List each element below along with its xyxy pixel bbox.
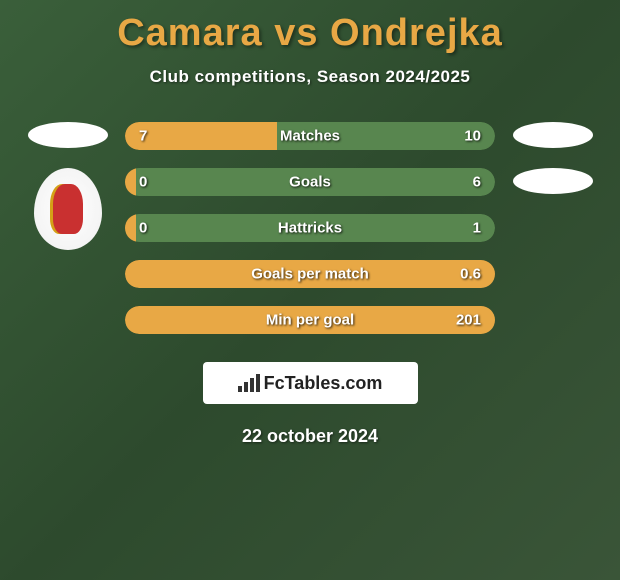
stat-left-value: 7: [139, 128, 147, 145]
stat-right-value: 1: [473, 220, 481, 237]
stat-label: Goals: [289, 174, 331, 191]
brand-text: FcTables.com: [264, 373, 383, 394]
bar-left-fill: [125, 168, 136, 196]
right-player-badges: [505, 122, 600, 194]
stat-left-value: 0: [139, 174, 147, 191]
subtitle: Club competitions, Season 2024/2025: [0, 67, 620, 87]
stat-label: Matches: [280, 128, 340, 145]
player-left-club-crest: [34, 168, 102, 250]
bar-chart-icon: [238, 374, 260, 392]
page-title: Camara vs Ondrejka: [0, 0, 620, 55]
stat-label: Goals per match: [251, 266, 369, 283]
stat-right-value: 10: [464, 128, 481, 145]
stat-bar-hattricks: 0 Hattricks 1: [125, 214, 495, 242]
stat-bar-min-per-goal: Min per goal 201: [125, 306, 495, 334]
stat-bars: 7 Matches 10 0 Goals 6 0 Hattricks 1 Goa…: [125, 122, 495, 334]
stat-label: Min per goal: [266, 312, 354, 329]
brand-badge: FcTables.com: [203, 362, 418, 404]
player-right-club-oval: [513, 168, 593, 194]
bar-left-fill: [125, 122, 277, 150]
bar-left-fill: [125, 214, 136, 242]
stat-label: Hattricks: [278, 220, 342, 237]
stat-bar-goals-per-match: Goals per match 0.6: [125, 260, 495, 288]
player-right-badge-oval: [513, 122, 593, 148]
stat-bar-matches: 7 Matches 10: [125, 122, 495, 150]
stat-bar-goals: 0 Goals 6: [125, 168, 495, 196]
date-label: 22 october 2024: [0, 426, 620, 447]
left-player-badges: [20, 122, 115, 250]
stat-left-value: 0: [139, 220, 147, 237]
stat-right-value: 6: [473, 174, 481, 191]
player-left-badge-oval: [28, 122, 108, 148]
stats-container: 7 Matches 10 0 Goals 6 0 Hattricks 1 Goa…: [0, 122, 620, 334]
stat-right-value: 0.6: [460, 266, 481, 283]
stat-right-value: 201: [456, 312, 481, 329]
